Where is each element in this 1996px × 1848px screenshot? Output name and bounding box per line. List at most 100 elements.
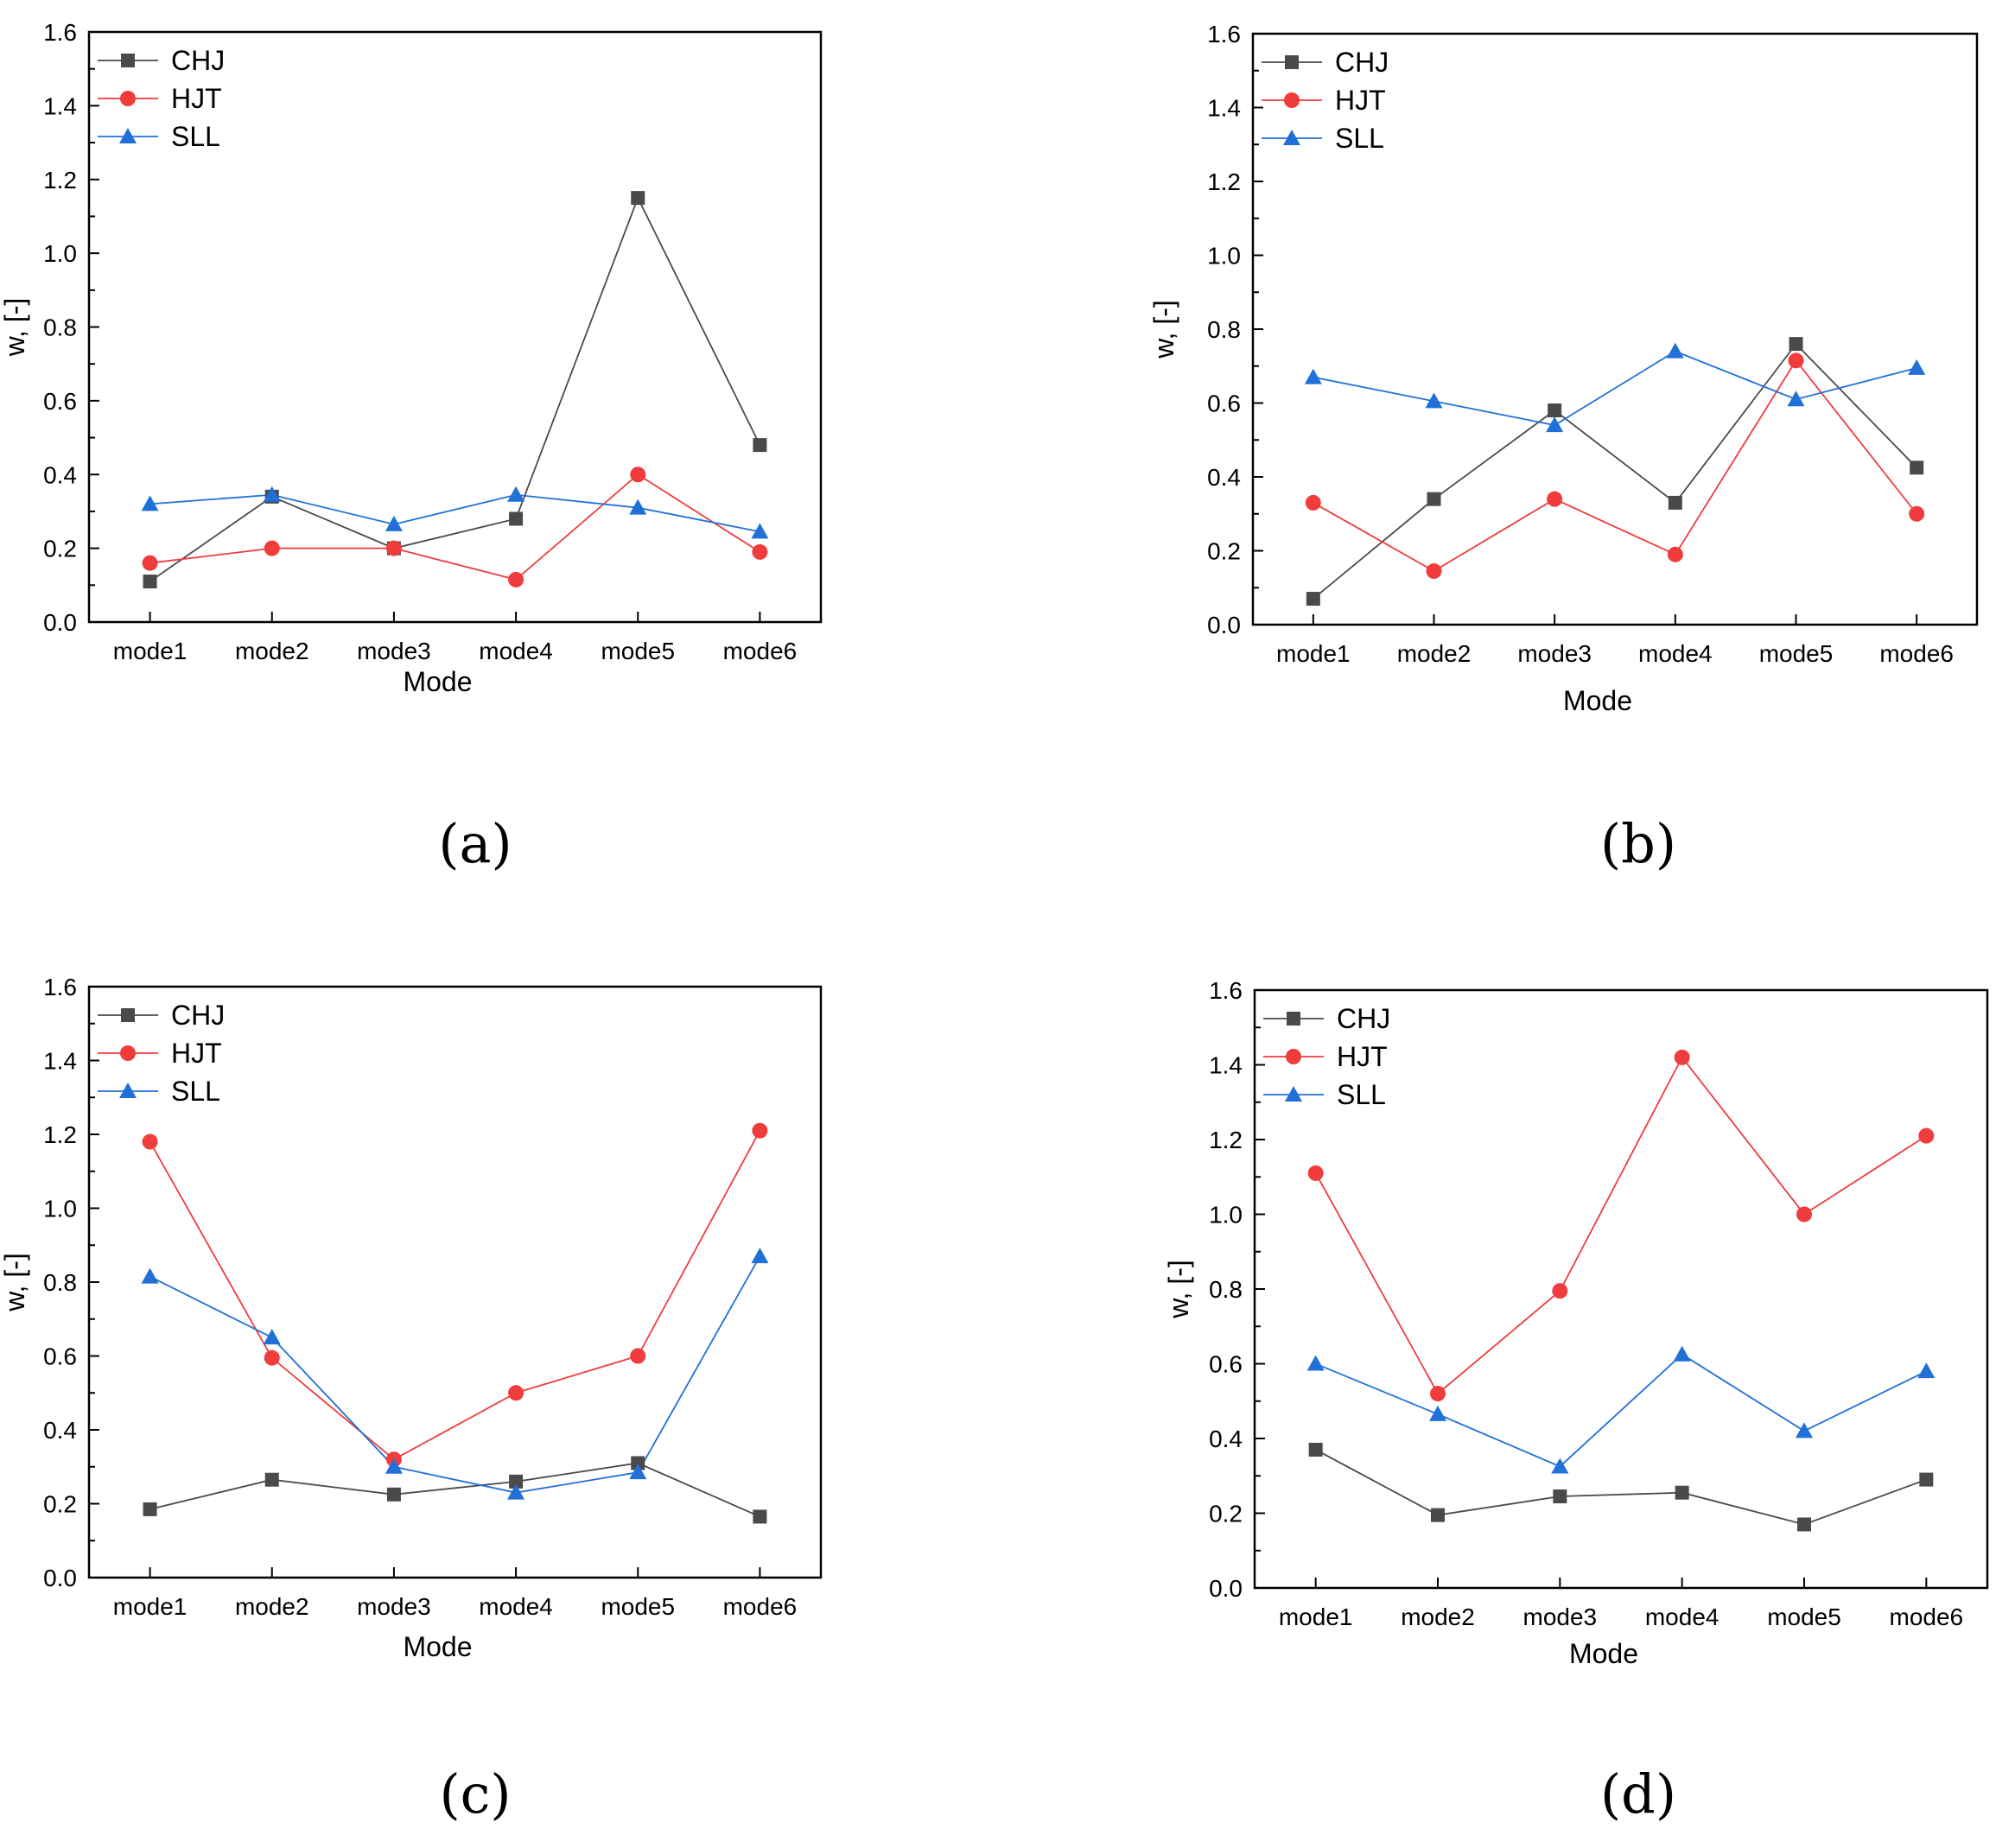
panel-label-c: (c) [439, 1762, 512, 1826]
x-axis-title: Mode [1563, 685, 1632, 716]
data-point-sll [1917, 1362, 1936, 1379]
x-tick-label: mode2 [235, 638, 309, 664]
panel-label-d: (d) [1599, 1762, 1677, 1826]
data-point-chj [631, 1456, 645, 1470]
y-tick-label: 1.4 [43, 92, 77, 119]
y-tick-label: 1.2 [43, 1121, 77, 1148]
data-point-sll [141, 1267, 159, 1284]
x-tick-label: mode1 [113, 1593, 188, 1620]
legend-marker [1285, 1086, 1302, 1102]
legend-marker [120, 1045, 136, 1061]
data-point-sll [1796, 1422, 1813, 1438]
series-line-chj [149, 1462, 760, 1518]
legend-label: HJT [171, 1038, 222, 1069]
data-point-chj [264, 1472, 279, 1487]
y-tick-label: 0.2 [43, 536, 77, 562]
y-tick-label: 1.2 [1207, 168, 1241, 195]
data-point-sll [507, 486, 525, 502]
y-tick-label: 1.6 [1207, 21, 1241, 48]
legend-label: SLL [1337, 1079, 1386, 1110]
chart-panel-1: 0.0 0.2 0.4 0.6 0.8 1.0 1.2 1.4 1.6 mode1 mode2 mod… [0, 19, 823, 697]
x-tick-label: mode2 [235, 1593, 309, 1620]
data-point-sll [629, 499, 647, 515]
data-point-sll [1546, 416, 1564, 433]
y-tick-label: 0.6 [1207, 391, 1241, 417]
y-tick-label: 1.6 [1209, 977, 1243, 1004]
data-point-chj [753, 438, 767, 453]
x-tick-label: mode4 [1645, 1604, 1719, 1630]
x-tick-label: mode3 [357, 638, 431, 664]
data-point-hjt [1918, 1127, 1935, 1144]
legend-label: CHJ [171, 1000, 225, 1031]
legend-marker [1285, 55, 1299, 69]
y-axis-title: w, [-] [1148, 300, 1179, 359]
y-tick-label: 0.6 [43, 388, 77, 415]
chart-panel-3: 0.0 0.2 0.4 0.6 0.8 1.0 1.2 1.4 1.6 mode1 mode2 mod… [0, 974, 823, 1662]
data-point-sll [1551, 1457, 1569, 1474]
data-point-hjt [630, 1348, 646, 1364]
x-axis-title: Mode [403, 1631, 472, 1662]
data-point-hjt [1667, 546, 1683, 562]
series-line-sll [149, 493, 760, 533]
x-tick-label: mode6 [1879, 640, 1954, 667]
legend-label: SLL [171, 121, 220, 152]
y-tick-label: 0.2 [1209, 1501, 1243, 1527]
x-tick-label: mode5 [1759, 640, 1834, 667]
series-line-hjt [149, 473, 760, 581]
x-axis-title: Mode [1569, 1638, 1638, 1669]
data-point-hjt [142, 1134, 158, 1150]
series-line-hjt [1313, 359, 1917, 573]
data-point-chj [143, 1502, 157, 1516]
x-tick-label: mode1 [113, 638, 188, 664]
data-point-chj [509, 511, 524, 526]
x-tick-label: mode4 [1638, 640, 1713, 667]
data-point-hjt [264, 540, 280, 556]
x-tick-label: mode1 [1279, 1604, 1353, 1630]
legend-marker [121, 54, 135, 67]
data-point-sll [1787, 391, 1805, 407]
x-tick-label: mode6 [723, 638, 798, 664]
series-line-chj [149, 195, 761, 582]
data-point-chj [509, 1474, 524, 1489]
data-point-sll [385, 515, 403, 531]
x-tick-label: mode6 [1890, 1604, 1964, 1630]
x-tick-label: mode5 [601, 638, 675, 664]
y-tick-label: 0.2 [1207, 538, 1241, 565]
data-point-hjt [752, 1122, 768, 1139]
x-tick-label: mode4 [479, 1593, 553, 1620]
data-point-sll [1908, 359, 1926, 375]
y-tick-label: 1.0 [43, 1196, 77, 1222]
y-tick-label: 0.4 [43, 461, 77, 488]
data-point-hjt [1796, 1206, 1812, 1222]
series-line-sll [149, 1255, 761, 1494]
data-point-chj [1789, 337, 1803, 352]
y-tick-label: 0.0 [1209, 1575, 1243, 1602]
x-tick-label: mode3 [357, 1593, 431, 1620]
x-tick-label: mode3 [1523, 1604, 1598, 1630]
series-line-sll [1313, 350, 1917, 427]
y-tick-label: 0.8 [43, 1269, 77, 1296]
data-point-hjt [1674, 1049, 1690, 1065]
data-point-hjt [1552, 1283, 1568, 1299]
y-tick-label: 0.4 [43, 1417, 77, 1444]
x-tick-label: mode4 [479, 638, 553, 664]
x-axis-title: Mode [403, 666, 472, 697]
data-point-hjt [264, 1349, 280, 1366]
legend-marker [1284, 92, 1300, 108]
data-point-sll [507, 1483, 525, 1500]
data-point-chj [1308, 1442, 1323, 1457]
data-point-hjt [508, 1385, 524, 1401]
x-tick-label: mode5 [1767, 1604, 1841, 1630]
legend-marker [1283, 130, 1300, 145]
data-point-chj [1668, 495, 1682, 510]
legend-label: SLL [1335, 123, 1384, 154]
y-axis-title: w, [-] [1163, 1260, 1194, 1319]
data-point-chj [1431, 1508, 1445, 1522]
data-point-sll [1306, 1355, 1325, 1371]
series-line-sll [1315, 1353, 1927, 1468]
data-point-chj [1548, 403, 1562, 418]
data-point-sll [263, 1329, 281, 1345]
data-point-hjt [508, 571, 524, 587]
x-tick-label: mode2 [1397, 640, 1472, 667]
legend-label: SLL [171, 1076, 220, 1107]
